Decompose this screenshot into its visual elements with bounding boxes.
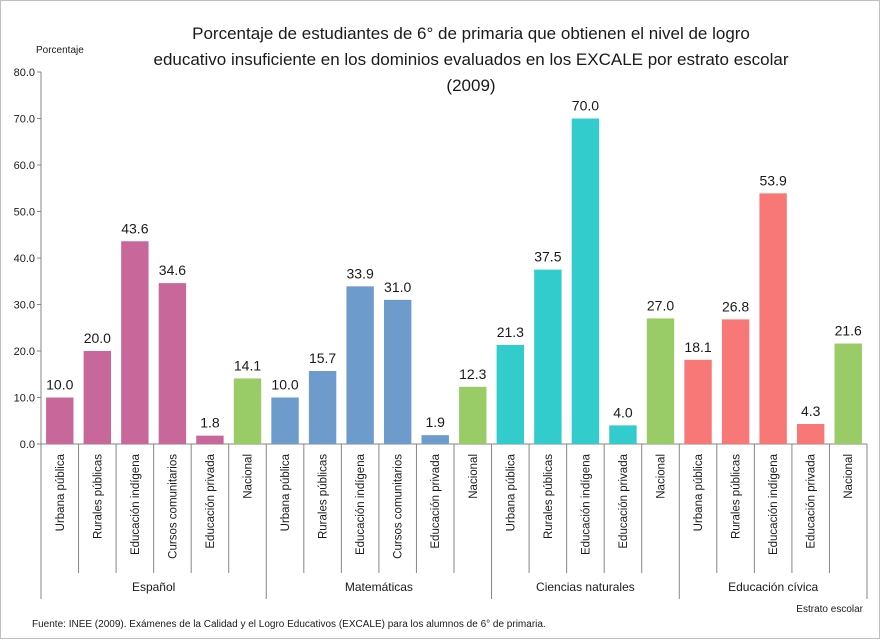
- value-label: 70.0: [572, 98, 599, 114]
- value-label: 18.1: [684, 339, 711, 355]
- bar: [684, 359, 712, 444]
- category-label: Educación privada: [430, 453, 442, 548]
- y-tick-label: 0.0: [20, 439, 35, 451]
- y-tick-label: 50.0: [14, 207, 35, 219]
- y-tick-label: 20.0: [14, 346, 35, 358]
- category-label: Nacional: [243, 454, 255, 499]
- value-label: 43.6: [121, 220, 148, 236]
- category-label: Educación privada: [205, 453, 217, 548]
- y-tick-label: 80.0: [14, 67, 35, 79]
- category-label: Rurales públicas: [318, 454, 330, 539]
- category-label: Rurales públicas: [543, 454, 555, 539]
- category-label: Educación indígena: [130, 453, 142, 555]
- value-label: 14.1: [234, 357, 261, 373]
- axes: 0.0 10.0 20.0 30.0 40.0 50.0 60.0 70.0 80.0: [14, 67, 868, 599]
- y-tick-label: 40.0: [14, 253, 35, 265]
- value-label: 53.9: [760, 172, 787, 188]
- category-label: Urbana pública: [55, 453, 67, 531]
- value-label: 37.5: [534, 249, 561, 265]
- group-label: Matemáticas: [345, 580, 413, 594]
- category-label: Nacional: [656, 454, 668, 499]
- category-label: Nacional: [843, 454, 855, 499]
- bar: [459, 386, 487, 444]
- bar: [796, 424, 825, 444]
- y-tick-label: 60.0: [14, 160, 35, 172]
- category-label: Educación privada: [806, 453, 818, 548]
- value-label: 10.0: [46, 377, 73, 393]
- bar: [121, 241, 149, 444]
- value-labels: 10.0 20.0 43.6 34.6 1.8 14.1 10.0 15.7 33.9 31.0 1…: [46, 98, 862, 431]
- bar: [534, 269, 562, 444]
- bar: [196, 435, 224, 444]
- value-label: 34.6: [159, 262, 186, 278]
- source-note: Fuente: INEE (2009). Exámenes de la Cali…: [32, 619, 546, 630]
- bar: [609, 425, 637, 444]
- category-label: Educación indígena: [768, 453, 780, 555]
- y-tick-label: 10.0: [14, 393, 35, 405]
- chart-title-line-1: Porcentaje de estudiantes de 6° de prima…: [192, 24, 750, 43]
- bar: [346, 286, 374, 444]
- group-label: Educación cívica: [728, 580, 818, 594]
- bar: [83, 351, 112, 444]
- value-label: 27.0: [647, 297, 674, 313]
- value-label: 33.9: [347, 265, 374, 281]
- category-label: Cursos comunitarios: [167, 454, 179, 559]
- value-label: 20.0: [84, 330, 111, 346]
- bar: [46, 397, 74, 444]
- bar: [158, 283, 187, 444]
- group-labels: Español Matemáticas Ciencias naturales Educ…: [132, 580, 819, 594]
- category-label: Urbana pública: [693, 453, 705, 531]
- bar: [759, 193, 787, 444]
- bar: [646, 318, 675, 444]
- value-label: 10.0: [271, 377, 298, 393]
- bar: [233, 378, 262, 444]
- category-label: Educación indígena: [355, 453, 367, 555]
- bar: [571, 118, 600, 444]
- category-label: Urbana pública: [505, 453, 517, 531]
- bar: [834, 343, 862, 444]
- category-label: Rurales públicas: [92, 454, 104, 539]
- value-label: 21.3: [497, 324, 524, 340]
- value-label: 1.8: [200, 415, 220, 431]
- bar: [421, 435, 449, 444]
- group-label: Español: [132, 580, 175, 594]
- value-label: 15.7: [309, 350, 336, 366]
- x-axis-label: Estrato escolar: [796, 604, 863, 615]
- category-label: Cursos comunitarios: [393, 454, 405, 559]
- y-tick-label: 70.0: [14, 114, 35, 126]
- bar: [721, 319, 750, 444]
- value-label: 26.8: [722, 298, 749, 314]
- category-label: Urbana pública: [280, 453, 292, 531]
- group-label: Ciencias naturales: [536, 580, 635, 594]
- value-label: 12.3: [459, 366, 486, 382]
- y-axis-label: Porcentaje: [36, 45, 84, 56]
- value-label: 4.0: [613, 404, 633, 420]
- chart-title-line-2: educativo insuficiente en los dominios e…: [153, 50, 788, 69]
- category-label: Rurales públicas: [731, 454, 743, 539]
- y-tick-label: 30.0: [14, 300, 35, 312]
- value-label: 21.6: [835, 323, 862, 339]
- bar: [383, 299, 412, 444]
- value-label: 1.9: [425, 414, 445, 430]
- category-labels: Urbana pública Rurales públicas Educación …: [55, 453, 855, 558]
- category-label: Educación indígena: [580, 453, 592, 555]
- bar: [271, 397, 299, 444]
- value-label: 31.0: [384, 279, 411, 295]
- category-label: Educación privada: [618, 453, 630, 548]
- value-label: 4.3: [801, 403, 821, 419]
- chart-title-line-3: (2009): [446, 76, 495, 95]
- category-label: Nacional: [468, 454, 480, 499]
- chart-title: Porcentaje de estudiantes de 6° de prima…: [153, 24, 788, 95]
- bar: [308, 370, 337, 444]
- bar: [496, 344, 525, 444]
- bars: [46, 118, 862, 444]
